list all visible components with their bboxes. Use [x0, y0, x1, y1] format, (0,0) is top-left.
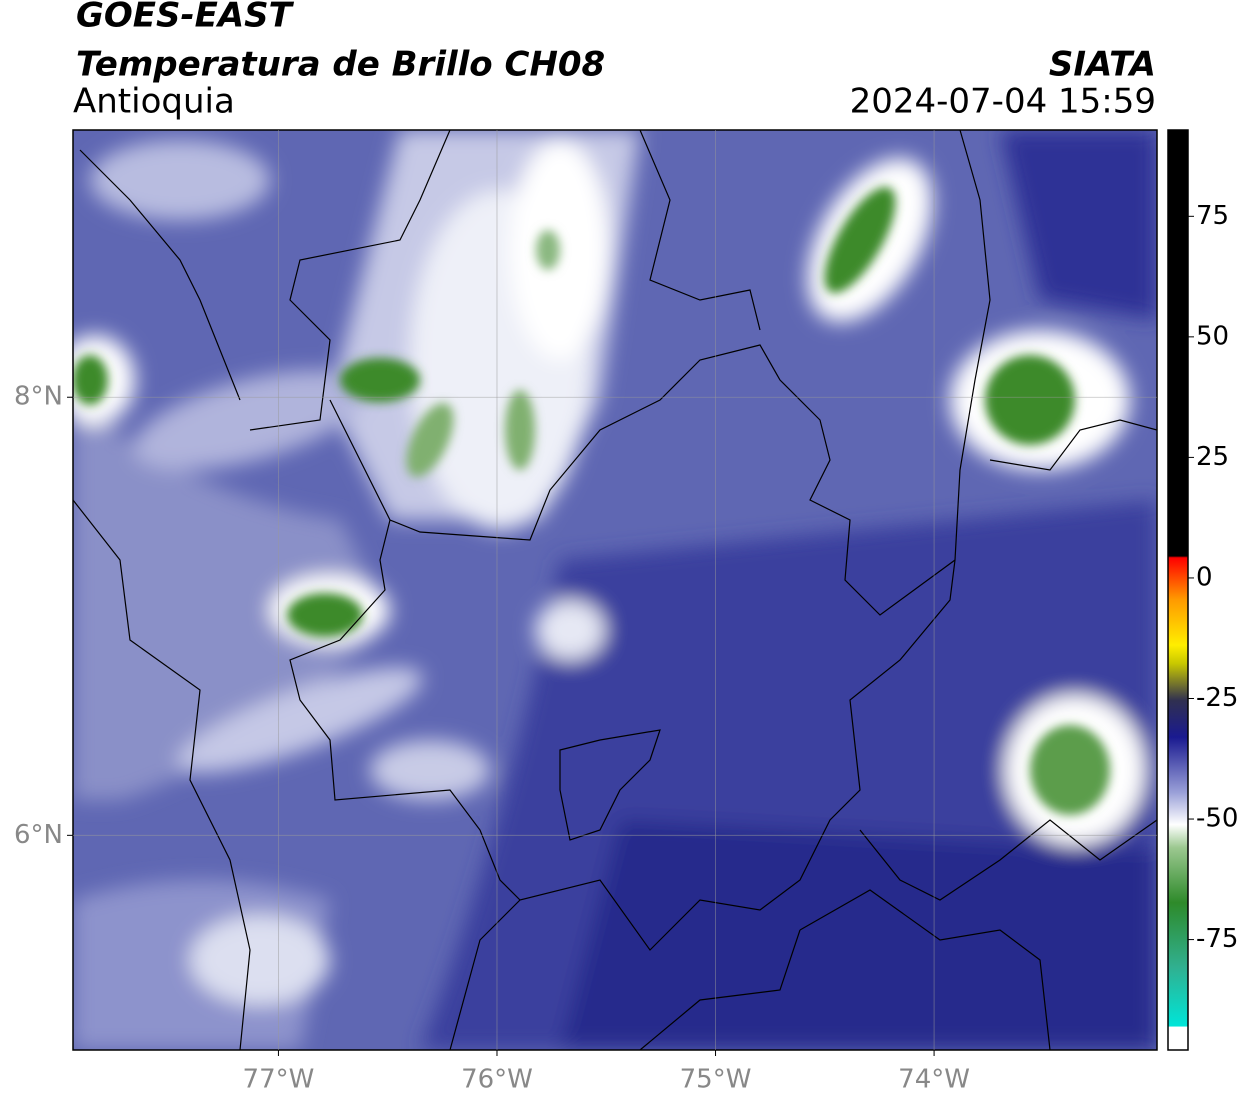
- colorbar: [1167, 129, 1189, 1051]
- colorbar-tick-label: 50: [1196, 321, 1229, 351]
- x-tick-label: 76°W: [461, 1065, 533, 1095]
- region: Antioquia: [73, 82, 235, 122]
- x-tick-label: 77°W: [243, 1065, 315, 1095]
- subtitle: Temperatura de Brillo CH08: [76, 45, 605, 85]
- colorbar-tick-label: -75: [1196, 924, 1238, 954]
- map-frame: [72, 129, 1158, 1051]
- colorbar-tick-label: 0: [1196, 562, 1213, 592]
- y-tick-label: 6°N: [14, 820, 63, 850]
- colorbar-tick-label: 75: [1196, 201, 1229, 231]
- colorbar-tick-label: -25: [1196, 683, 1238, 713]
- source: SIATA: [1049, 45, 1156, 85]
- satellite-image: [73, 130, 1157, 1050]
- x-tick-label: 75°W: [680, 1065, 752, 1095]
- x-tick-label: 74°W: [898, 1065, 970, 1095]
- y-tick-label: 8°N: [14, 382, 63, 412]
- colorbar-tick-label: 25: [1196, 442, 1229, 472]
- colorbar-tick-label: -50: [1196, 804, 1238, 834]
- title: GOES-EAST: [76, 0, 295, 36]
- timestamp: 2024-07-04 15:59: [850, 82, 1156, 122]
